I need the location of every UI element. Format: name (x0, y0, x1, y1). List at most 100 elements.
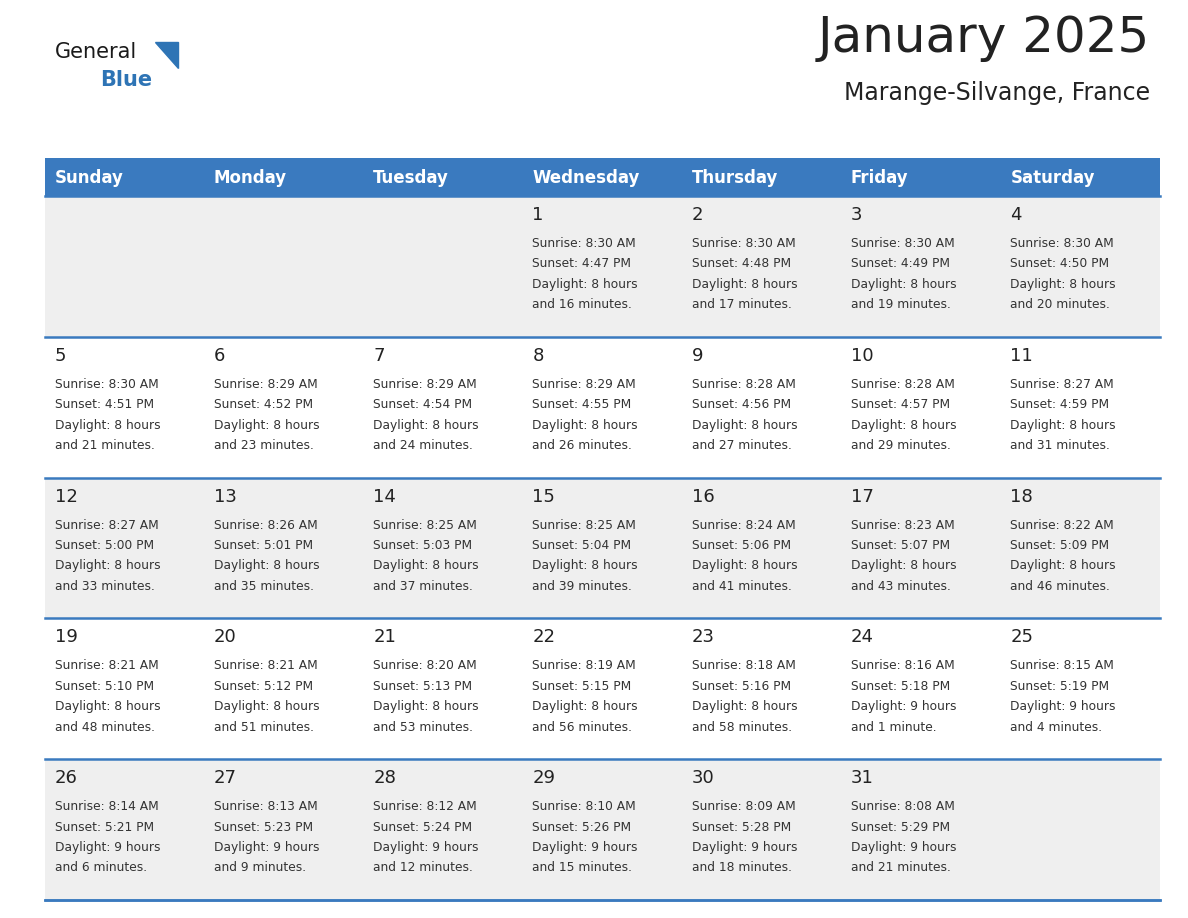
Text: 11: 11 (1010, 347, 1034, 364)
Text: Sunrise: 8:27 AM: Sunrise: 8:27 AM (1010, 378, 1114, 391)
Text: Sunset: 5:04 PM: Sunset: 5:04 PM (532, 539, 632, 552)
Text: Tuesday: Tuesday (373, 169, 449, 186)
Text: Daylight: 9 hours: Daylight: 9 hours (55, 841, 160, 854)
Text: Daylight: 9 hours: Daylight: 9 hours (1010, 700, 1116, 713)
Text: Daylight: 8 hours: Daylight: 8 hours (373, 559, 479, 573)
Text: Sunrise: 8:24 AM: Sunrise: 8:24 AM (691, 519, 796, 532)
Text: Sunset: 5:12 PM: Sunset: 5:12 PM (214, 680, 312, 693)
Text: Daylight: 8 hours: Daylight: 8 hours (55, 419, 160, 431)
Polygon shape (154, 42, 178, 68)
Text: Sunrise: 8:15 AM: Sunrise: 8:15 AM (1010, 659, 1114, 672)
Text: Sunrise: 8:13 AM: Sunrise: 8:13 AM (214, 800, 317, 813)
Text: and 31 minutes.: and 31 minutes. (1010, 439, 1110, 452)
Text: Sunrise: 8:30 AM: Sunrise: 8:30 AM (532, 237, 636, 250)
Text: and 33 minutes.: and 33 minutes. (55, 580, 154, 593)
Text: Daylight: 8 hours: Daylight: 8 hours (214, 419, 320, 431)
Text: and 1 minute.: and 1 minute. (851, 721, 936, 733)
Text: Sunrise: 8:30 AM: Sunrise: 8:30 AM (691, 237, 796, 250)
Text: and 41 minutes.: and 41 minutes. (691, 580, 791, 593)
Text: Daylight: 9 hours: Daylight: 9 hours (691, 841, 797, 854)
Text: Sunrise: 8:28 AM: Sunrise: 8:28 AM (691, 378, 796, 391)
Text: and 15 minutes.: and 15 minutes. (532, 861, 632, 875)
Text: Sunset: 5:29 PM: Sunset: 5:29 PM (851, 821, 950, 834)
Text: Daylight: 8 hours: Daylight: 8 hours (1010, 278, 1116, 291)
Text: Daylight: 9 hours: Daylight: 9 hours (373, 841, 479, 854)
Text: 2: 2 (691, 206, 703, 224)
Text: Sunrise: 8:21 AM: Sunrise: 8:21 AM (214, 659, 317, 672)
Text: Daylight: 8 hours: Daylight: 8 hours (851, 278, 956, 291)
Text: 21: 21 (373, 629, 396, 646)
Text: Daylight: 8 hours: Daylight: 8 hours (214, 559, 320, 573)
Text: and 56 minutes.: and 56 minutes. (532, 721, 632, 733)
Text: and 19 minutes.: and 19 minutes. (851, 298, 950, 311)
Text: Marange-Silvange, France: Marange-Silvange, France (843, 81, 1150, 105)
Text: Daylight: 8 hours: Daylight: 8 hours (532, 700, 638, 713)
Text: Daylight: 9 hours: Daylight: 9 hours (214, 841, 320, 854)
Text: 24: 24 (851, 629, 874, 646)
Text: Sunset: 5:15 PM: Sunset: 5:15 PM (532, 680, 632, 693)
Text: Wednesday: Wednesday (532, 169, 640, 186)
Text: 1: 1 (532, 206, 544, 224)
Text: Sunset: 5:13 PM: Sunset: 5:13 PM (373, 680, 473, 693)
Text: Sunset: 4:57 PM: Sunset: 4:57 PM (851, 398, 950, 411)
Text: 5: 5 (55, 347, 67, 364)
Text: Sunrise: 8:18 AM: Sunrise: 8:18 AM (691, 659, 796, 672)
Text: Daylight: 8 hours: Daylight: 8 hours (532, 419, 638, 431)
Text: 16: 16 (691, 487, 714, 506)
Text: and 17 minutes.: and 17 minutes. (691, 298, 791, 311)
Text: 28: 28 (373, 769, 396, 788)
Text: Sunset: 5:00 PM: Sunset: 5:00 PM (55, 539, 153, 552)
Text: Sunrise: 8:28 AM: Sunrise: 8:28 AM (851, 378, 955, 391)
Text: Sunrise: 8:29 AM: Sunrise: 8:29 AM (532, 378, 636, 391)
Text: Sunrise: 8:25 AM: Sunrise: 8:25 AM (373, 519, 478, 532)
Text: Sunset: 4:51 PM: Sunset: 4:51 PM (55, 398, 153, 411)
Text: Sunset: 5:01 PM: Sunset: 5:01 PM (214, 539, 312, 552)
Text: and 4 minutes.: and 4 minutes. (1010, 721, 1102, 733)
Text: Daylight: 8 hours: Daylight: 8 hours (532, 559, 638, 573)
Text: Sunset: 4:54 PM: Sunset: 4:54 PM (373, 398, 473, 411)
Text: and 46 minutes.: and 46 minutes. (1010, 580, 1110, 593)
Text: and 39 minutes.: and 39 minutes. (532, 580, 632, 593)
Text: and 29 minutes.: and 29 minutes. (851, 439, 950, 452)
Text: Friday: Friday (851, 169, 909, 186)
Text: and 35 minutes.: and 35 minutes. (214, 580, 314, 593)
Text: and 23 minutes.: and 23 minutes. (214, 439, 314, 452)
Text: Sunset: 5:07 PM: Sunset: 5:07 PM (851, 539, 950, 552)
Text: Sunset: 5:16 PM: Sunset: 5:16 PM (691, 680, 791, 693)
Text: Daylight: 8 hours: Daylight: 8 hours (55, 559, 160, 573)
Text: Daylight: 8 hours: Daylight: 8 hours (1010, 559, 1116, 573)
Text: Sunrise: 8:23 AM: Sunrise: 8:23 AM (851, 519, 955, 532)
Text: Sunrise: 8:09 AM: Sunrise: 8:09 AM (691, 800, 796, 813)
Text: Sunset: 4:48 PM: Sunset: 4:48 PM (691, 257, 791, 271)
Text: Sunset: 4:49 PM: Sunset: 4:49 PM (851, 257, 950, 271)
Text: Sunset: 5:09 PM: Sunset: 5:09 PM (1010, 539, 1110, 552)
Text: and 53 minutes.: and 53 minutes. (373, 721, 473, 733)
Text: Sunset: 5:24 PM: Sunset: 5:24 PM (373, 821, 473, 834)
Text: 19: 19 (55, 629, 77, 646)
Text: and 16 minutes.: and 16 minutes. (532, 298, 632, 311)
Text: Daylight: 8 hours: Daylight: 8 hours (373, 419, 479, 431)
Text: and 51 minutes.: and 51 minutes. (214, 721, 314, 733)
Text: and 43 minutes.: and 43 minutes. (851, 580, 950, 593)
Text: 8: 8 (532, 347, 544, 364)
Text: Sunset: 5:18 PM: Sunset: 5:18 PM (851, 680, 950, 693)
Text: Sunset: 4:59 PM: Sunset: 4:59 PM (1010, 398, 1110, 411)
Text: Sunrise: 8:27 AM: Sunrise: 8:27 AM (55, 519, 158, 532)
Text: Sunset: 4:52 PM: Sunset: 4:52 PM (214, 398, 312, 411)
Text: 27: 27 (214, 769, 236, 788)
Text: and 48 minutes.: and 48 minutes. (55, 721, 154, 733)
Text: Sunrise: 8:26 AM: Sunrise: 8:26 AM (214, 519, 317, 532)
Text: Sunset: 5:06 PM: Sunset: 5:06 PM (691, 539, 791, 552)
Text: Daylight: 8 hours: Daylight: 8 hours (532, 278, 638, 291)
Text: 12: 12 (55, 487, 77, 506)
Text: Sunset: 5:26 PM: Sunset: 5:26 PM (532, 821, 632, 834)
Text: 26: 26 (55, 769, 77, 788)
Text: Daylight: 8 hours: Daylight: 8 hours (1010, 419, 1116, 431)
Text: 22: 22 (532, 629, 556, 646)
Text: Sunset: 5:28 PM: Sunset: 5:28 PM (691, 821, 791, 834)
Text: Sunset: 5:23 PM: Sunset: 5:23 PM (214, 821, 312, 834)
Text: Daylight: 8 hours: Daylight: 8 hours (691, 419, 797, 431)
Text: 29: 29 (532, 769, 556, 788)
Text: Daylight: 8 hours: Daylight: 8 hours (691, 559, 797, 573)
Text: Thursday: Thursday (691, 169, 778, 186)
